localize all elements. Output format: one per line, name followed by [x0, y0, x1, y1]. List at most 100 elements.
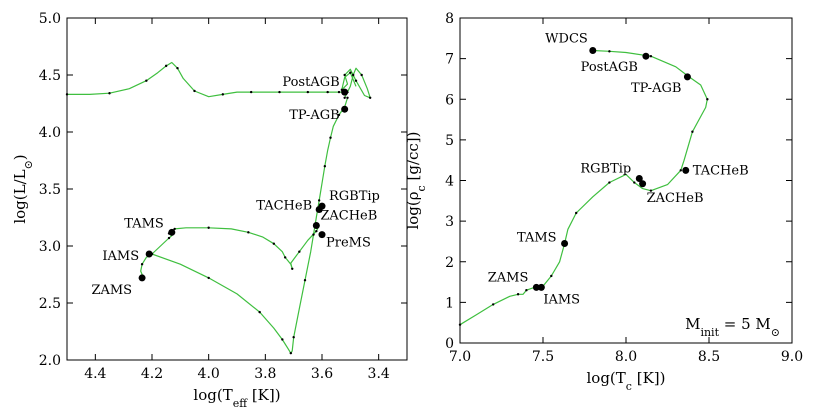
- rho-t-phase-label: TACHeB: [693, 163, 749, 178]
- rho-t-track-segment: [459, 49, 708, 326]
- hr-model-point: [108, 92, 111, 95]
- hr-y-tick-labels: 2.0 2.5 3.0 3.5 4.0 4.5 5.0: [39, 11, 61, 369]
- rho-t-phase-marker: [537, 283, 545, 291]
- rho-t-model-point: [516, 293, 520, 296]
- rho-t-phase-label: RGBTip: [580, 161, 631, 176]
- hr-model-point: [247, 231, 250, 234]
- hr-model-point: [346, 96, 349, 100]
- hr-phase-label: IAMS: [102, 249, 139, 264]
- hr-model-point: [145, 79, 148, 82]
- rho-t-phase-marker: [561, 239, 569, 247]
- rho-t-phase-label: PostAGB: [581, 60, 638, 75]
- hr-phase-marker: [315, 206, 323, 214]
- hr-model-point: [278, 90, 281, 94]
- hr-y-tick-label: 2.5: [39, 296, 61, 312]
- hr-model-point: [221, 93, 225, 96]
- rho-t-phase-label: ZAMS: [488, 270, 529, 285]
- hr-model-point: [164, 64, 168, 68]
- rho-t-x-tick-label: 8.5: [698, 349, 720, 365]
- hr-model-point: [326, 90, 329, 94]
- rho-t-y-tick-label: 5: [445, 133, 454, 149]
- hr-phase-marker: [341, 88, 349, 96]
- hr-model-point: [337, 113, 341, 117]
- rho-t-model-point: [575, 211, 578, 215]
- rho-t-phase-label: TP-AGB: [631, 81, 681, 96]
- rho-t-x-tick-label: 9.0: [781, 349, 803, 365]
- hr-phase-label: TP-AGB: [289, 108, 339, 123]
- rho-t-y-axis-label: log(ρc [g/cc]): [404, 131, 428, 229]
- hr-model-point: [281, 338, 284, 341]
- rho-t-y-tick-label: 2: [445, 255, 454, 271]
- rho-t-x-axis-label: log(Tc [K]): [587, 369, 666, 393]
- rho-t-model-point: [608, 181, 611, 184]
- rho-t-model-point: [458, 323, 462, 326]
- hr-x-tick-labels: 4.4 4.2 4.0 3.8 3.6 3.4: [84, 366, 390, 382]
- hr-model-point: [258, 310, 261, 314]
- hr-diagram-panel: PostAGB TP-AGB RGBTip TACHeB ZACHeB PreMS TAMS…: [11, 11, 408, 410]
- rho-t-model-point: [649, 54, 653, 58]
- hr-model-point: [207, 276, 210, 280]
- rho-t-x-tick-labels: 7.0 7.5 8.0 8.5 9.0: [449, 349, 803, 365]
- rho-t-y-tick-label: 8: [445, 11, 454, 27]
- initial-mass-legend: Minit = 5 M⊙: [685, 315, 780, 339]
- hr-track-segment: [341, 67, 371, 99]
- hr-y-tick-label: 5.0: [39, 11, 61, 27]
- hr-model-point: [176, 66, 179, 70]
- rho-t-phase-marker: [589, 47, 597, 54]
- rho-t-phase-marker: [683, 73, 691, 81]
- rho-t-x-tick-label: 7.5: [532, 349, 554, 365]
- rho-t-tick-marks: [459, 17, 793, 344]
- hr-y-tick-label: 4.0: [39, 125, 61, 141]
- hr-track-segment: [140, 225, 320, 279]
- rho-t-y-tick-label: 6: [445, 92, 454, 108]
- hr-phase-label: TACHeB: [256, 199, 312, 214]
- hr-model-point: [283, 256, 287, 259]
- hr-phase-label: ZAMS: [91, 283, 132, 298]
- hr-model-point: [343, 73, 346, 77]
- hr-model-point: [207, 226, 210, 229]
- hr-x-tick-label: 4.0: [198, 366, 220, 382]
- hr-y-tick-label: 3.0: [39, 239, 61, 255]
- rho-t-phase-label: IAMS: [543, 292, 580, 307]
- hr-annotations: PostAGB TP-AGB RGBTip TACHeB ZACHeB PreMS TAMS…: [91, 75, 379, 298]
- hr-x-tick-label: 3.6: [311, 366, 333, 382]
- hr-phase-label: TAMS: [124, 216, 164, 231]
- hr-phase-label: PostAGB: [282, 75, 339, 90]
- hr-model-point: [329, 136, 332, 139]
- hr-model-point: [167, 236, 171, 240]
- hr-model-point: [354, 79, 358, 82]
- rho-t-y-tick-label: 7: [445, 52, 454, 68]
- rho-t-x-tick-label: 7.0: [449, 349, 471, 365]
- hr-phase-marker: [138, 274, 146, 282]
- rho-t-y-tick-label: 1: [445, 295, 454, 311]
- hr-model-point: [292, 336, 295, 339]
- hr-phase-marker: [312, 221, 320, 229]
- hr-model-point: [349, 71, 352, 74]
- rho-t-phase-label: TAMS: [517, 230, 557, 245]
- hr-model-point: [303, 279, 307, 282]
- hr-model-point: [140, 263, 144, 266]
- rho-t-model-point: [679, 169, 682, 172]
- rho-t-panel: WDCS PostAGB TP-AGB RGBTip TACHeB ZACHeB TAMS Z…: [404, 11, 803, 393]
- rho-t-phase-label: ZACHeB: [647, 191, 704, 206]
- rho-t-y-tick-label: 3: [445, 214, 454, 230]
- hr-model-point: [193, 89, 196, 93]
- hr-model-point: [291, 267, 294, 270]
- rho-t-y-tick-labels: 0 1 2 3 4 5 6 7 8: [445, 11, 454, 352]
- hr-model-point: [351, 73, 355, 77]
- rho-t-model-point: [649, 189, 653, 192]
- rho-t-y-tick-label: 0: [445, 336, 454, 352]
- hr-y-tick-label: 3.5: [39, 182, 61, 198]
- rho-t-model-point: [550, 274, 553, 278]
- rho-t-model-point: [492, 303, 495, 306]
- hr-y-axis-label: log(L/L⊙): [11, 154, 35, 223]
- rho-t-annotations: WDCS PostAGB TP-AGB RGBTip TACHeB ZACHeB TAMS Z…: [488, 32, 749, 308]
- hr-x-tick-label: 4.2: [141, 366, 163, 382]
- rho-t-model-point: [706, 98, 709, 101]
- hr-x-tick-label: 3.8: [254, 366, 276, 382]
- rho-t-model-point: [525, 288, 528, 292]
- hr-model-point: [368, 96, 372, 100]
- hr-model-point: [65, 93, 69, 96]
- hr-model-point: [298, 250, 301, 253]
